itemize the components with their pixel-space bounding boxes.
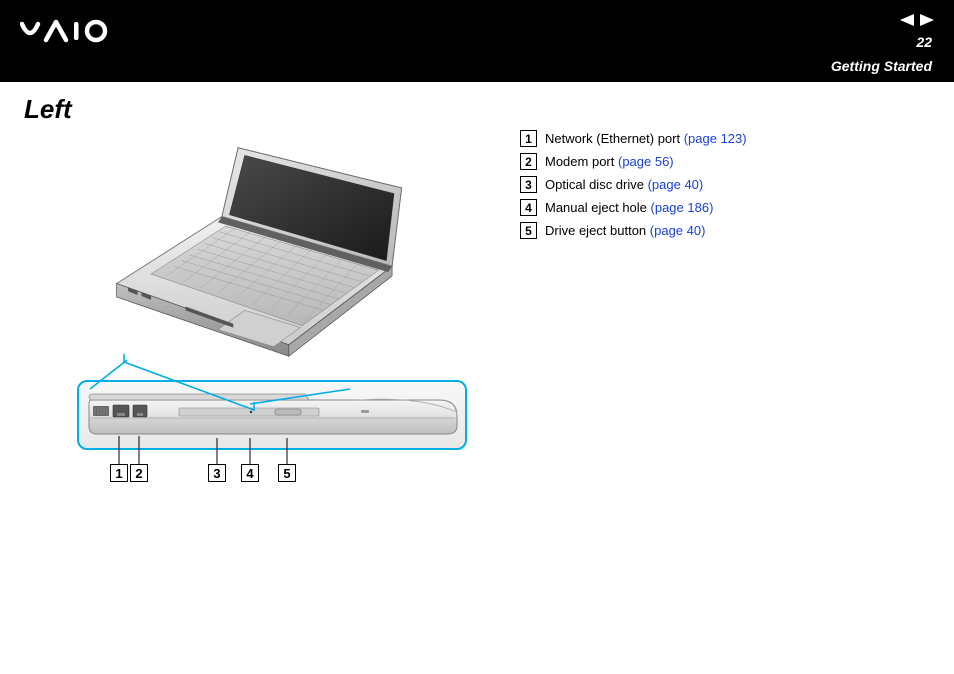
legend-link-1[interactable]: (page 123)	[684, 131, 747, 146]
legend-label-1: Network (Ethernet) port	[545, 131, 684, 146]
legend-text-1: Network (Ethernet) port (page 123)	[545, 131, 747, 146]
legend-num-3: 3	[520, 176, 537, 193]
legend-num-2: 2	[520, 153, 537, 170]
prev-page-icon[interactable]	[900, 14, 914, 26]
legend-link-4[interactable]: (page 186)	[651, 200, 714, 215]
page-number: 22	[916, 34, 932, 50]
laptop-illustration	[102, 142, 422, 362]
side-panel-svg	[79, 382, 465, 448]
legend-text-3: Optical disc drive (page 40)	[545, 177, 703, 192]
page-title: Left	[24, 94, 72, 125]
legend-num-4: 4	[520, 199, 537, 216]
legend-num-5: 5	[520, 222, 537, 239]
nav-arrows	[900, 14, 934, 26]
legend-num-1: 1	[520, 130, 537, 147]
next-page-icon[interactable]	[920, 14, 934, 26]
legend-label-2: Modem port	[545, 154, 618, 169]
legend-text-5: Drive eject button (page 40)	[545, 223, 705, 238]
legend-link-5[interactable]: (page 40)	[650, 223, 706, 238]
legend-text-2: Modem port (page 56)	[545, 154, 674, 169]
section-name[interactable]: Getting Started	[831, 58, 932, 74]
side-panel-closeup	[77, 380, 467, 450]
legend-link-3[interactable]: (page 40)	[648, 177, 704, 192]
callout-4: 4	[241, 464, 259, 482]
callout-3: 3	[208, 464, 226, 482]
callout-1: 1	[110, 464, 128, 482]
legend-text-4: Manual eject hole (page 186)	[545, 200, 713, 215]
legend-item-5: 5 Drive eject button (page 40)	[520, 222, 920, 239]
legend-item-1: 1 Network (Ethernet) port (page 123)	[520, 130, 920, 147]
legend-item-2: 2 Modem port (page 56)	[520, 153, 920, 170]
vaio-logo	[20, 18, 130, 46]
legend-item-4: 4 Manual eject hole (page 186)	[520, 199, 920, 216]
callout-5: 5	[278, 464, 296, 482]
legend-label-5: Drive eject button	[545, 223, 650, 238]
diagram-area: 1 2 3 4 5	[62, 142, 482, 502]
legend: 1 Network (Ethernet) port (page 123) 2 M…	[520, 130, 920, 245]
header-bar: 22 Getting Started	[0, 0, 954, 82]
legend-item-3: 3 Optical disc drive (page 40)	[520, 176, 920, 193]
legend-link-2[interactable]: (page 56)	[618, 154, 674, 169]
legend-label-4: Manual eject hole	[545, 200, 651, 215]
callout-2: 2	[130, 464, 148, 482]
legend-label-3: Optical disc drive	[545, 177, 648, 192]
